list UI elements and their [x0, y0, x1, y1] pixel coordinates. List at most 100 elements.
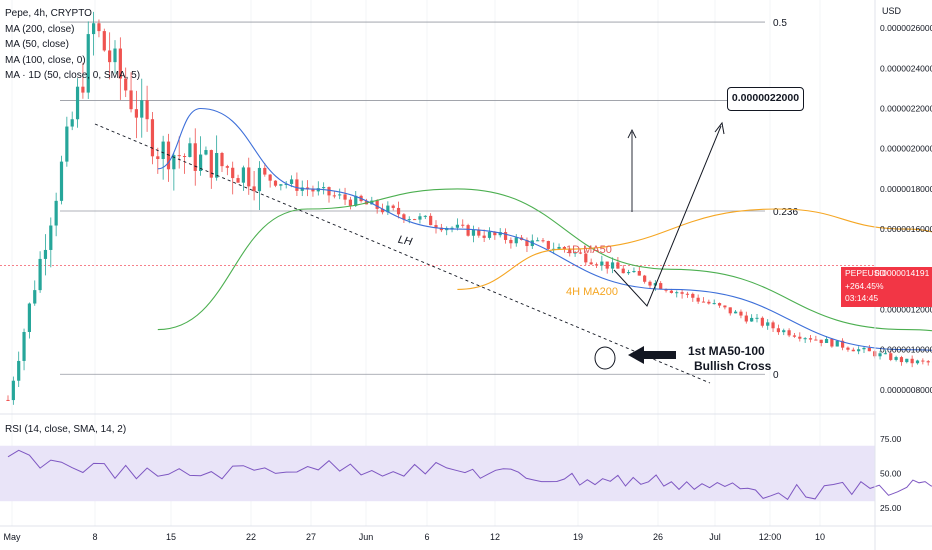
candle-body: [803, 338, 807, 340]
legend-ma1d[interactable]: MA · 1D (50, close, 0, SMA, 5): [5, 70, 141, 81]
candle-body: [466, 225, 470, 236]
candle-body: [514, 237, 518, 244]
candle-body: [707, 301, 711, 304]
x-tick-label: 10: [815, 532, 825, 542]
rsi-tick-label: 50.00: [880, 468, 902, 478]
candle-body: [589, 262, 593, 265]
candle-body: [263, 167, 267, 175]
rsi-tick-label: 75.00: [880, 434, 902, 444]
candle-body: [471, 229, 476, 236]
candle-body: [204, 150, 208, 155]
candle-body: [664, 289, 668, 291]
x-tick-label: May: [3, 532, 21, 542]
candle-body: [643, 275, 647, 282]
candle-body: [273, 180, 278, 186]
rsi-legend[interactable]: RSI (14, close, SMA, 14, 2): [5, 424, 127, 435]
candle-body: [402, 214, 406, 220]
cross-annotation-line1: 1st MA50-100: [688, 344, 765, 358]
candle-body: [450, 227, 454, 229]
price-tick-label: 0.0000010000: [880, 345, 932, 355]
x-tick-label: Jun: [359, 532, 374, 542]
candle-body: [92, 23, 96, 35]
cross-annotation: 1st MA50-100 Bullish Cross: [688, 344, 771, 374]
lower-high-label: LH: [396, 233, 414, 249]
candle-body: [669, 290, 673, 293]
descending-trendline: [94, 123, 711, 384]
candle-body: [498, 232, 502, 236]
candle-body: [637, 271, 641, 276]
candle-body: [434, 225, 438, 228]
candle-body: [380, 208, 385, 213]
ma50-1d-label: 1D MA50: [566, 244, 612, 256]
ma50-line: [157, 107, 932, 351]
candle-body: [391, 205, 395, 208]
candle-body: [145, 100, 149, 120]
candle-body: [627, 272, 631, 274]
candle-body: [65, 126, 69, 162]
legend-ma200[interactable]: MA (200, close): [5, 23, 75, 35]
candle-body: [899, 357, 904, 363]
candle-body: [766, 322, 770, 326]
candle-body: [43, 249, 48, 259]
candle-body: [905, 358, 909, 363]
candle-body: [776, 328, 780, 333]
candle-body: [354, 195, 358, 206]
candle-body: [755, 317, 759, 319]
candle-body: [717, 303, 722, 306]
candle-body: [824, 338, 829, 344]
candle-body: [118, 48, 122, 79]
candle-body: [418, 216, 422, 220]
candle-body: [841, 340, 845, 348]
drawings: [94, 121, 725, 384]
candle-body: [926, 361, 930, 363]
candle-body: [209, 150, 213, 178]
candle-body: [632, 271, 636, 273]
candle-body: [894, 357, 898, 360]
ma200-4h-label: 4H MA200: [566, 286, 618, 298]
candle-body: [862, 347, 866, 350]
candle-body: [124, 78, 128, 91]
candle-body: [525, 239, 529, 247]
candle-body: [322, 187, 326, 189]
candle-body: [172, 155, 176, 170]
candle-body: [102, 31, 106, 51]
candle-body: [653, 283, 657, 286]
candle-body: [750, 317, 754, 322]
x-tick-label: 15: [166, 532, 176, 542]
price-tick-label: 0.0000008000: [880, 385, 932, 395]
target-price-callout[interactable]: 0.0000022000: [727, 87, 804, 111]
candle-body: [236, 178, 240, 183]
price-tick-label: 0.0000012000: [880, 305, 932, 315]
cross-arrow-icon: [628, 346, 676, 364]
x-tick-label: 22: [246, 532, 256, 542]
candle-body: [49, 225, 53, 250]
legend-ma50[interactable]: MA (50, close): [5, 39, 69, 50]
candle-body: [648, 281, 652, 286]
candle-body: [386, 205, 390, 213]
candle-body: [573, 252, 577, 254]
x-tick-label: Jul: [709, 532, 721, 542]
candle-body: [284, 183, 288, 185]
candle-body: [348, 199, 352, 206]
candle-body: [215, 152, 219, 178]
candle-body: [771, 322, 775, 329]
candle-body: [129, 90, 133, 110]
candle-body: [578, 252, 583, 254]
candle-body: [59, 161, 64, 201]
candle-body: [808, 338, 813, 340]
candle-body: [316, 188, 320, 192]
candle-body: [33, 290, 37, 304]
candle-body: [600, 261, 604, 266]
candle-body: [814, 339, 818, 341]
candle-body: [134, 109, 138, 118]
legend-ma100[interactable]: MA (100, close, 0): [5, 54, 86, 66]
candle-body: [792, 335, 797, 337]
candle-body: [541, 240, 545, 242]
candle-body: [220, 152, 224, 167]
chart-legend: Pepe, 4h, CRYPTO MA (200, close) MA (50,…: [5, 6, 140, 84]
candle-body: [584, 253, 588, 263]
legend-symbol[interactable]: Pepe, 4h, CRYPTO: [5, 8, 92, 19]
price-tick-label: 0.0000020000: [880, 144, 932, 154]
candle-body: [696, 297, 700, 302]
